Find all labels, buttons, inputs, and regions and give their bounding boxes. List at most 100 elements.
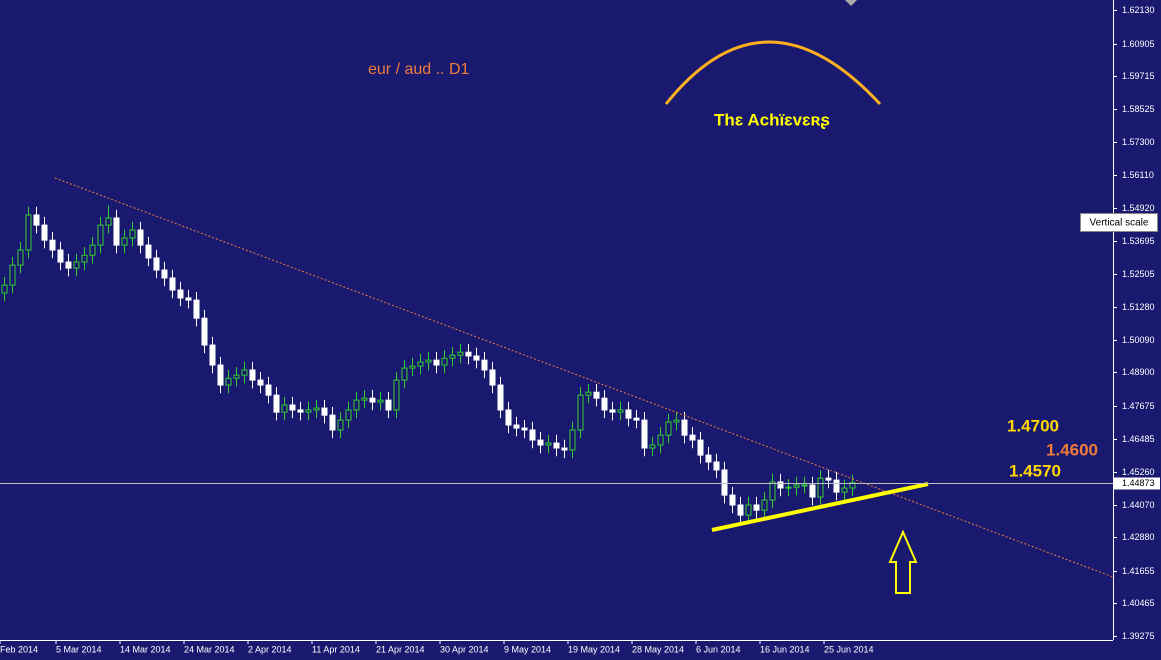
candle-body	[561, 447, 568, 451]
candle-body	[185, 297, 192, 301]
candle-body	[593, 391, 600, 399]
candle	[369, 389, 376, 411]
candle	[265, 376, 272, 404]
candle-body	[97, 224, 104, 246]
y-tick-label: 1.58525	[1122, 104, 1155, 114]
y-tick-label: 1.54920	[1122, 203, 1155, 213]
candle	[609, 401, 616, 421]
x-tick-label: 5 Mar 2014	[56, 644, 102, 654]
candle	[409, 357, 416, 377]
candle-body	[417, 361, 424, 367]
candle	[705, 446, 712, 471]
candle	[257, 371, 264, 394]
candle-body	[73, 261, 80, 269]
candle	[801, 476, 808, 494]
candle-body	[137, 229, 144, 246]
x-tick-label: 14 Mar 2014	[120, 644, 171, 654]
candle	[537, 431, 544, 454]
candle	[145, 236, 152, 267]
candle	[777, 473, 784, 497]
y-tick-label: 1.50090	[1122, 335, 1155, 345]
candle-body	[313, 407, 320, 411]
level-label: 1.4570	[1009, 461, 1061, 480]
candle-body	[553, 442, 560, 449]
x-tick-label: 21 Apr 2014	[376, 644, 425, 654]
candle-body	[769, 481, 776, 501]
up-arrow	[888, 529, 918, 594]
resistance-trendline	[54, 177, 1114, 578]
candle-body	[673, 419, 680, 423]
candle-body	[529, 429, 536, 441]
candle	[849, 474, 856, 497]
candle	[817, 469, 824, 506]
candle	[729, 486, 736, 514]
logo-arc	[664, 40, 882, 106]
y-tick-label: 1.45260	[1122, 467, 1155, 477]
candle-body	[617, 409, 624, 413]
candle-body	[241, 369, 248, 376]
y-tick-label: 1.57300	[1122, 137, 1155, 147]
plot-area	[1, 205, 856, 524]
candle-body	[25, 214, 32, 251]
candle-body	[721, 469, 728, 496]
x-tick-label: 2 Apr 2014	[248, 644, 292, 654]
chart-title: eur / aud .. D1	[368, 61, 469, 78]
candle-body	[489, 369, 496, 386]
candle-body	[41, 224, 48, 241]
candle	[433, 351, 440, 374]
candle-body	[433, 359, 440, 366]
tooltip-text: Vertical scale	[1090, 218, 1149, 229]
candle-body	[409, 365, 416, 369]
candle	[785, 478, 792, 497]
candle	[465, 343, 472, 365]
candle-body	[729, 494, 736, 506]
candle	[665, 413, 672, 444]
candle	[441, 349, 448, 374]
candle-body	[193, 299, 200, 319]
candle-body	[1, 284, 8, 294]
candle-body	[145, 244, 152, 259]
candle-body	[657, 434, 664, 446]
candle	[217, 356, 224, 394]
candle-body	[225, 377, 232, 386]
level-label: 1.4700	[1007, 416, 1059, 435]
candle-body	[169, 277, 176, 291]
candle	[641, 411, 648, 457]
candle	[337, 411, 344, 439]
candle	[137, 221, 144, 254]
candle-body	[465, 351, 472, 357]
candle	[193, 291, 200, 327]
support-trendline	[711, 482, 929, 532]
candle-body	[457, 351, 464, 356]
candle	[489, 361, 496, 394]
candle-body	[377, 399, 384, 403]
candle	[25, 206, 32, 259]
candle-body	[289, 404, 296, 411]
candle-body	[497, 384, 504, 411]
candle-body	[697, 439, 704, 456]
last-price-box	[1114, 477, 1160, 490]
candle	[33, 206, 40, 234]
candle-body	[761, 499, 768, 511]
candle	[153, 249, 160, 279]
candle	[745, 496, 752, 524]
y-tick-label: 1.62130	[1122, 5, 1155, 15]
candle	[649, 436, 656, 457]
candle-body	[65, 261, 72, 269]
candle	[505, 401, 512, 434]
y-tick-label: 1.39275	[1122, 631, 1155, 641]
candle	[553, 434, 560, 457]
candle	[105, 205, 112, 234]
candle-body	[737, 504, 744, 516]
candle-body	[329, 414, 336, 431]
candle-body	[9, 264, 16, 286]
candle	[289, 396, 296, 419]
candle	[329, 406, 336, 439]
candle	[121, 229, 128, 254]
candle	[593, 383, 600, 407]
candle-body	[337, 419, 344, 431]
candle-body	[473, 355, 480, 361]
candle	[585, 383, 592, 404]
candle-body	[33, 214, 40, 226]
